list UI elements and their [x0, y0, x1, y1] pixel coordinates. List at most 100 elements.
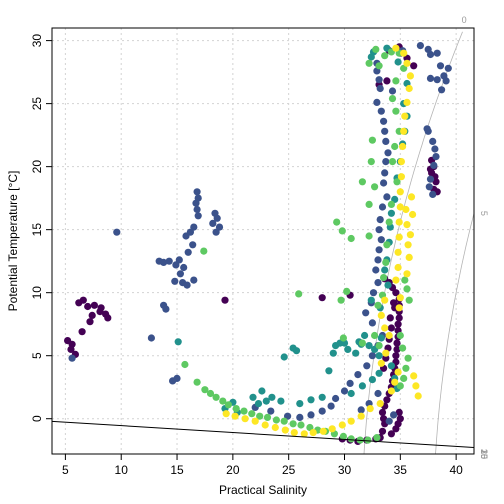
data-point	[162, 305, 170, 313]
freezing-point-line	[52, 420, 474, 448]
data-point	[406, 231, 414, 239]
data-point	[394, 263, 402, 272]
data-point	[171, 277, 179, 285]
x-tick-label: 20	[226, 463, 240, 477]
data-point	[395, 408, 403, 416]
data-point	[387, 209, 395, 217]
density-contour	[363, 31, 463, 454]
x-tick-label: 15	[170, 463, 184, 477]
data-point	[300, 430, 308, 438]
data-point	[318, 407, 326, 415]
data-point	[241, 415, 249, 423]
data-point	[392, 276, 400, 284]
y-tick-label: 15	[30, 223, 44, 237]
data-point	[425, 183, 433, 191]
data-point	[329, 349, 337, 357]
data-point	[194, 212, 202, 220]
data-point	[381, 324, 389, 332]
data-point	[393, 178, 401, 186]
data-point	[192, 199, 200, 207]
data-point	[426, 50, 435, 59]
data-point	[382, 137, 390, 145]
data-point	[386, 314, 394, 322]
data-point	[193, 188, 201, 196]
data-point	[309, 429, 317, 437]
data-point	[385, 218, 393, 226]
data-point	[215, 223, 224, 231]
data-point	[388, 95, 397, 103]
data-point	[327, 402, 335, 410]
data-point	[221, 296, 229, 304]
data-point	[262, 397, 270, 405]
data-point	[86, 318, 94, 326]
data-point	[267, 407, 275, 415]
data-point	[190, 276, 198, 284]
data-point	[377, 359, 385, 367]
data-point	[337, 296, 345, 304]
data-point	[67, 345, 75, 353]
data-point	[307, 411, 315, 419]
data-point	[296, 413, 304, 421]
data-point	[390, 411, 398, 419]
data-point	[423, 125, 431, 133]
data-point	[383, 77, 391, 85]
data-point	[181, 360, 189, 369]
data-point	[396, 188, 404, 196]
data-point	[297, 421, 305, 429]
data-point	[374, 256, 382, 264]
data-point	[400, 127, 408, 135]
x-tick-label: 5	[62, 463, 69, 477]
data-point	[368, 319, 376, 327]
x-axis: 5 10 15 20 25 30 35 40	[62, 454, 463, 477]
data-point	[182, 232, 190, 240]
data-point	[396, 331, 404, 340]
data-point	[433, 76, 441, 84]
data-point	[213, 214, 221, 222]
data-point	[426, 74, 435, 82]
data-point	[295, 290, 303, 298]
data-point	[277, 397, 285, 405]
density-contours	[363, 31, 474, 454]
data-point	[381, 296, 389, 304]
data-point	[401, 112, 409, 120]
data-point	[402, 205, 410, 214]
data-point	[429, 137, 437, 145]
data-point	[393, 339, 401, 347]
data-point	[405, 84, 413, 93]
data-point	[409, 210, 417, 219]
data-point	[414, 392, 422, 400]
data-point	[388, 87, 397, 95]
data-point	[318, 393, 326, 401]
data-point	[395, 218, 403, 226]
data-point	[371, 183, 379, 191]
y-tick-label: 5	[30, 352, 44, 359]
data-point	[395, 314, 403, 322]
y-tick-label: 0	[30, 415, 44, 422]
data-point	[378, 427, 387, 435]
data-point	[363, 362, 371, 370]
data-point	[396, 294, 404, 302]
data-point	[256, 412, 264, 420]
data-point	[368, 352, 376, 360]
data-point	[392, 352, 400, 360]
data-point	[224, 401, 232, 409]
density-label: 0	[462, 15, 467, 25]
data-point	[380, 415, 388, 423]
data-point	[375, 76, 383, 84]
data-point	[404, 241, 412, 249]
density-label: 10	[479, 449, 489, 459]
data-point	[290, 429, 298, 437]
data-point	[387, 200, 395, 208]
data-point	[395, 304, 403, 312]
data-point	[232, 405, 240, 413]
data-point	[347, 389, 355, 398]
data-point	[392, 107, 400, 115]
data-point	[375, 226, 383, 234]
data-point	[251, 417, 259, 425]
data-point	[377, 236, 385, 244]
data-point	[404, 354, 412, 362]
data-point	[328, 425, 336, 433]
data-point	[394, 58, 402, 66]
data-point	[289, 344, 297, 352]
data-point	[402, 364, 410, 372]
